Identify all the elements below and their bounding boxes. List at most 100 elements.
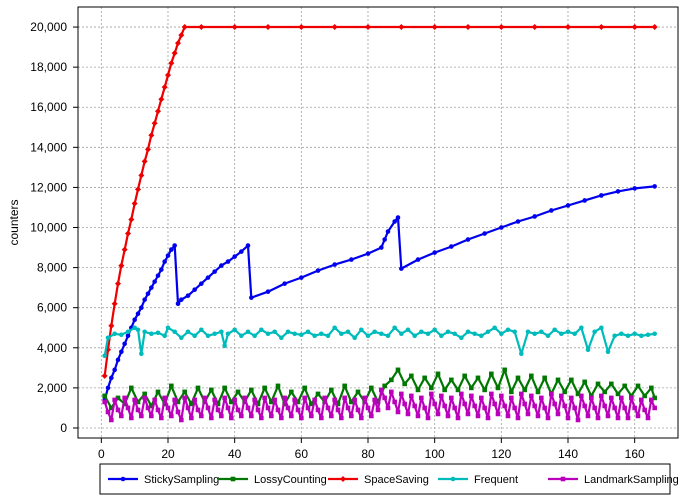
data-point-landmarksampling xyxy=(575,417,581,423)
data-point-lossycounting xyxy=(482,387,487,393)
data-point-stickysampling xyxy=(172,243,177,248)
data-point-landmarksampling xyxy=(499,393,504,399)
data-point-frequent xyxy=(432,327,437,333)
x-tick-label: 20 xyxy=(161,447,175,461)
data-point-landmarksampling xyxy=(309,413,314,419)
data-point-landmarksampling xyxy=(652,405,657,411)
data-point-landmarksampling xyxy=(342,395,347,401)
data-point-lossycounting xyxy=(289,389,294,395)
data-point-stickysampling xyxy=(652,184,657,189)
data-point-stickysampling xyxy=(392,219,397,224)
data-point-stickysampling xyxy=(482,231,487,236)
data-point-lossycounting xyxy=(495,385,501,391)
data-point-landmarksampling xyxy=(609,395,614,401)
data-point-lossycounting xyxy=(189,401,194,407)
data-point-stickysampling xyxy=(132,317,137,323)
data-point-spacesaving xyxy=(111,300,118,307)
data-point-lossycounting xyxy=(215,401,221,407)
data-point-landmarksampling xyxy=(259,415,264,421)
data-point-lossycounting xyxy=(642,393,647,399)
data-point-stickysampling xyxy=(162,259,167,264)
data-point-landmarksampling xyxy=(625,415,631,421)
data-point-landmarksampling xyxy=(355,407,361,413)
data-point-frequent xyxy=(312,333,317,339)
data-point-frequent xyxy=(465,329,471,335)
data-point-stickysampling xyxy=(199,281,204,286)
data-point-lossycounting xyxy=(329,387,334,393)
data-point-stickysampling xyxy=(239,249,244,254)
y-tick-label: 6,000 xyxy=(37,301,67,315)
data-point-frequent xyxy=(485,329,491,335)
data-point-stickysampling xyxy=(365,251,371,256)
data-point-landmarksampling xyxy=(189,415,194,421)
data-point-lossycounting xyxy=(542,375,547,381)
legend-marker-frequent xyxy=(450,476,456,482)
data-point-stickysampling xyxy=(145,291,151,296)
data-point-frequent xyxy=(259,327,264,333)
data-point-landmarksampling xyxy=(599,393,604,399)
data-point-landmarksampling xyxy=(579,393,584,399)
y-tick-label: 14,000 xyxy=(30,140,67,154)
data-point-landmarksampling xyxy=(265,405,271,411)
data-point-landmarksampling xyxy=(489,391,494,397)
series-line-landmarksampling xyxy=(103,388,656,422)
data-point-landmarksampling xyxy=(632,405,637,411)
data-point-frequent xyxy=(325,333,331,339)
data-point-landmarksampling xyxy=(212,397,217,403)
series-frequent xyxy=(102,325,657,359)
data-point-spacesaving xyxy=(125,230,131,237)
data-point-landmarksampling xyxy=(365,405,371,411)
data-point-frequent xyxy=(612,333,617,339)
data-point-lossycounting xyxy=(422,375,427,381)
data-point-landmarksampling xyxy=(315,407,321,413)
data-point-landmarksampling xyxy=(352,397,357,403)
series-stickysampling xyxy=(102,184,657,403)
y-axis-title: counters xyxy=(7,199,21,245)
data-point-landmarksampling xyxy=(595,415,601,421)
data-point-landmarksampling xyxy=(135,407,141,413)
data-point-landmarksampling xyxy=(199,413,204,419)
data-point-lossycounting xyxy=(109,405,114,411)
data-point-frequent xyxy=(425,331,431,337)
data-point-landmarksampling xyxy=(155,407,161,413)
data-point-landmarksampling xyxy=(152,397,157,403)
data-point-lossycounting xyxy=(209,387,214,393)
data-point-landmarksampling xyxy=(292,397,297,403)
data-point-frequent xyxy=(332,325,337,331)
data-point-landmarksampling xyxy=(262,395,267,401)
data-point-landmarksampling xyxy=(442,403,447,409)
data-point-spacesaving xyxy=(121,246,128,253)
x-tick-label: 160 xyxy=(625,447,645,461)
data-point-spacesaving xyxy=(298,24,305,31)
data-point-stickysampling xyxy=(282,281,287,286)
data-point-stickysampling xyxy=(632,186,637,191)
y-tick-label: 16,000 xyxy=(30,100,67,114)
data-point-landmarksampling xyxy=(239,413,244,419)
y-tick-label: 10,000 xyxy=(30,221,67,235)
data-point-stickysampling xyxy=(379,245,384,250)
data-point-stickysampling xyxy=(225,259,231,264)
data-point-lossycounting xyxy=(469,385,474,391)
data-point-landmarksampling xyxy=(562,403,567,409)
data-point-spacesaving xyxy=(135,186,141,193)
data-point-landmarksampling xyxy=(122,395,127,401)
data-point-frequent xyxy=(512,329,517,335)
data-point-landmarksampling xyxy=(645,415,651,421)
data-point-spacesaving xyxy=(108,322,115,329)
data-point-stickysampling xyxy=(142,297,147,302)
data-point-landmarksampling xyxy=(249,413,254,419)
data-point-landmarksampling xyxy=(159,415,164,421)
data-point-frequent xyxy=(525,329,531,335)
data-point-frequent xyxy=(199,327,204,333)
data-point-frequent xyxy=(552,327,557,333)
data-point-frequent xyxy=(412,333,417,339)
data-point-frequent xyxy=(272,329,277,335)
data-point-lossycounting xyxy=(342,383,347,389)
data-point-lossycounting xyxy=(255,401,261,407)
data-point-frequent xyxy=(505,327,511,333)
data-point-stickysampling xyxy=(155,273,161,278)
data-point-landmarksampling xyxy=(479,395,484,401)
data-point-lossycounting xyxy=(302,385,307,391)
data-point-stickysampling xyxy=(122,341,127,347)
data-point-frequent xyxy=(419,329,424,335)
